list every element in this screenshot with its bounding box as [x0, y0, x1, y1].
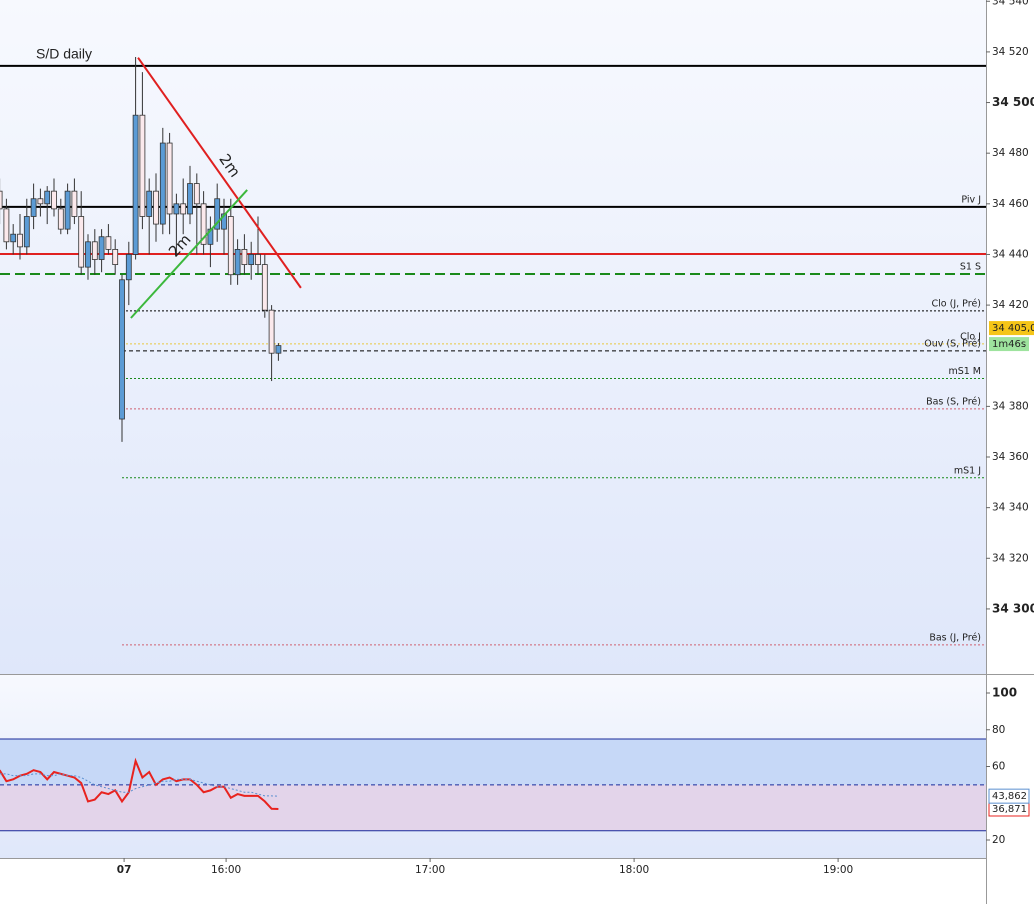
candle-body [200, 203, 207, 245]
candle-body [85, 241, 91, 268]
level-label: Piv J [961, 194, 981, 205]
x-tick-label: 07 [117, 864, 132, 876]
osc-last-label: 36,871 [992, 804, 1027, 815]
x-tick-label: 16:00 [211, 864, 241, 876]
trendline [130, 189, 248, 319]
candle-body [44, 190, 51, 205]
candle-body [248, 254, 255, 265]
level-label: Bas (S, Pré) [926, 396, 981, 407]
price-tag-box [989, 321, 1034, 336]
candle-body [10, 233, 17, 243]
candle-body [261, 264, 268, 311]
price-pane [0, 0, 986, 674]
level-label: Bas (J, Pré) [929, 632, 981, 643]
y-tick-label: 34 360 [992, 451, 1029, 463]
candle-body [98, 236, 105, 260]
candle-body [159, 142, 166, 225]
y-tick-label: 34 320 [992, 552, 1029, 564]
candle-body [57, 208, 64, 230]
candle-body [30, 198, 37, 217]
osc-upper-band [0, 738, 986, 785]
y-tick-label: 34 500 [992, 95, 1034, 109]
x-tick-label: 17:00 [415, 864, 445, 876]
y-tick-label: 34 520 [992, 46, 1029, 58]
candle-body [193, 183, 200, 205]
candle-body [119, 279, 125, 420]
candle-body [173, 203, 180, 215]
level-label: Ouv (S, Pré) [924, 338, 981, 349]
candle-body [255, 254, 261, 265]
candle-body [51, 190, 57, 210]
candle-body [146, 190, 153, 217]
candle-body [139, 114, 146, 217]
candle-body [125, 254, 132, 281]
osc-line [0, 773, 279, 797]
level-label: Clo (J, Pré) [932, 298, 981, 309]
plot: 34 540 34 520 34 500 34 480 34 460 34 440 34 4… [0, 0, 1034, 876]
level-label: S1 S [960, 261, 981, 272]
candle-body [153, 190, 159, 225]
candle-body [17, 233, 23, 248]
candle-body [187, 183, 193, 215]
osc-y-tick-label: 100 [992, 686, 1017, 700]
osc-last-label: 43,862 [992, 791, 1027, 802]
level-label: mS1 M [948, 366, 981, 377]
y-tick-label: 34 540 [992, 0, 1029, 7]
osc-y-tick-label: 80 [992, 724, 1005, 736]
candle-body [241, 248, 248, 265]
level-label: mS1 J [954, 465, 981, 476]
trendline [137, 57, 302, 289]
candle-body [214, 198, 221, 230]
countdown: 1m46s [992, 339, 1026, 350]
osc-last-box [988, 788, 1030, 804]
y-tick-label: 34 420 [992, 299, 1029, 311]
candle-body [275, 345, 282, 354]
level-label: Clo J [960, 331, 981, 342]
x-tick-label: 18:00 [619, 864, 649, 876]
candle-body [234, 248, 241, 276]
osc-lower-band [0, 784, 986, 831]
candle-body [180, 203, 187, 215]
candle-body [3, 208, 10, 243]
x-tick-label: 19:00 [823, 864, 853, 876]
candle-body [112, 248, 119, 265]
candle-body [37, 198, 44, 205]
y-tick-label: 34 300 [992, 601, 1034, 615]
candle-body [23, 216, 30, 248]
osc-y-tick-label: 20 [992, 834, 1005, 846]
candle-body [166, 142, 173, 215]
candle-body [64, 190, 71, 230]
price-tag: 34 405,0 [992, 323, 1034, 334]
candle-body [105, 236, 112, 250]
osc-y-tick-label: 60 [992, 761, 1005, 773]
sd-label: S/D daily [36, 46, 92, 62]
candle-body [71, 190, 78, 217]
osc-line [0, 757, 279, 810]
candle-body [91, 241, 98, 260]
y-tick-label: 34 380 [992, 400, 1029, 412]
candle-body [227, 216, 234, 276]
candle-body [0, 190, 3, 210]
candle-body [132, 114, 139, 255]
y-tick-label: 34 440 [992, 248, 1029, 260]
y-tick-label: 34 340 [992, 502, 1029, 514]
candle-body [78, 216, 85, 268]
candle-body [268, 309, 275, 354]
countdown-box [989, 337, 1029, 352]
y-tick-label: 34 480 [992, 147, 1029, 159]
y-tick-label: 34 460 [992, 198, 1029, 210]
